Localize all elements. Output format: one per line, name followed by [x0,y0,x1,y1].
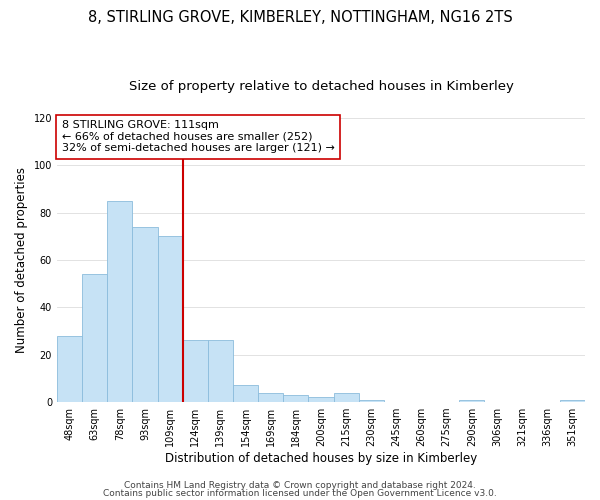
Bar [208,340,233,402]
Bar [57,336,82,402]
Title: Size of property relative to detached houses in Kimberley: Size of property relative to detached ho… [128,80,514,93]
Text: 8 STIRLING GROVE: 111sqm
← 66% of detached houses are smaller (252)
32% of semi-: 8 STIRLING GROVE: 111sqm ← 66% of detach… [62,120,335,154]
Text: Contains public sector information licensed under the Open Government Licence v3: Contains public sector information licen… [103,488,497,498]
Bar [233,386,258,402]
Text: Contains HM Land Registry data © Crown copyright and database right 2024.: Contains HM Land Registry data © Crown c… [124,481,476,490]
Bar [560,400,585,402]
Text: 8, STIRLING GROVE, KIMBERLEY, NOTTINGHAM, NG16 2TS: 8, STIRLING GROVE, KIMBERLEY, NOTTINGHAM… [88,10,512,25]
Bar [107,200,133,402]
Bar [133,227,158,402]
Bar [359,400,384,402]
Bar [158,236,182,402]
Bar [82,274,107,402]
Bar [459,400,484,402]
Bar [283,395,308,402]
Bar [258,392,283,402]
Bar [182,340,208,402]
Bar [334,392,359,402]
Y-axis label: Number of detached properties: Number of detached properties [15,167,28,353]
Bar [308,398,334,402]
X-axis label: Distribution of detached houses by size in Kimberley: Distribution of detached houses by size … [165,452,477,465]
